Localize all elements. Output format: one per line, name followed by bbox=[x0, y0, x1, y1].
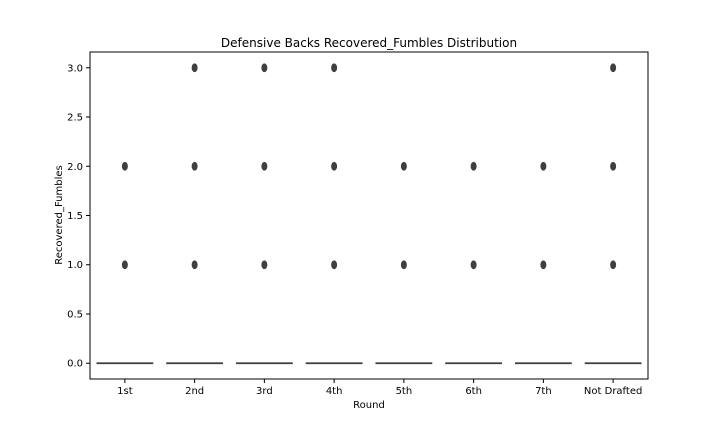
ticks-layer: 0.0 0.5 1.0 1.5 2.0 2.5 3.0 1st 2nd 3rd 4th 5th 6th 7… bbox=[67, 63, 642, 397]
y-tick-label: 0.5 bbox=[67, 309, 83, 320]
outlier-point bbox=[331, 63, 338, 73]
outlier-point bbox=[331, 161, 338, 171]
outlier-point bbox=[610, 260, 617, 270]
outlier-point bbox=[191, 260, 198, 270]
outlier-point bbox=[400, 161, 407, 171]
outlier-point bbox=[261, 161, 268, 171]
x-tick-label: 2nd bbox=[185, 386, 204, 397]
outlier-point bbox=[540, 161, 547, 171]
y-tick-label: 2.0 bbox=[67, 162, 83, 173]
y-tick-label: 2.5 bbox=[67, 113, 83, 124]
y-axis-label: Recovered_Fumbles bbox=[54, 165, 65, 265]
outlier-point bbox=[261, 63, 268, 73]
outlier-point bbox=[400, 260, 407, 270]
outlier-point bbox=[610, 63, 617, 73]
outlier-point bbox=[610, 161, 617, 171]
y-tick-label: 1.5 bbox=[67, 211, 83, 222]
outlier-point bbox=[261, 260, 268, 270]
outlier-point bbox=[540, 260, 547, 270]
x-tick-label: 6th bbox=[465, 386, 482, 397]
outliers-layer bbox=[121, 63, 617, 270]
outlier-point bbox=[191, 161, 198, 171]
y-tick-label: 0.0 bbox=[67, 359, 83, 370]
outlier-point bbox=[121, 161, 128, 171]
y-tick-label: 1.0 bbox=[67, 260, 83, 271]
x-tick-label: 4th bbox=[326, 386, 343, 397]
x-tick-label: 5th bbox=[396, 386, 413, 397]
x-axis-label: Round bbox=[353, 400, 385, 411]
outlier-point bbox=[470, 161, 477, 171]
outlier-point bbox=[470, 260, 477, 270]
outlier-point bbox=[121, 260, 128, 270]
x-tick-label: 3rd bbox=[256, 386, 273, 397]
outlier-point bbox=[331, 260, 338, 270]
outlier-point bbox=[191, 63, 198, 73]
x-tick-label: Not Drafted bbox=[584, 386, 642, 397]
x-tick-label: 1st bbox=[117, 386, 133, 397]
plot-area-frame bbox=[89, 51, 649, 380]
chart-title: Defensive Backs Recovered_Fumbles Distri… bbox=[221, 36, 517, 50]
x-tick-label: 7th bbox=[535, 386, 552, 397]
y-tick-label: 3.0 bbox=[67, 63, 83, 74]
boxes-layer bbox=[96, 362, 642, 365]
